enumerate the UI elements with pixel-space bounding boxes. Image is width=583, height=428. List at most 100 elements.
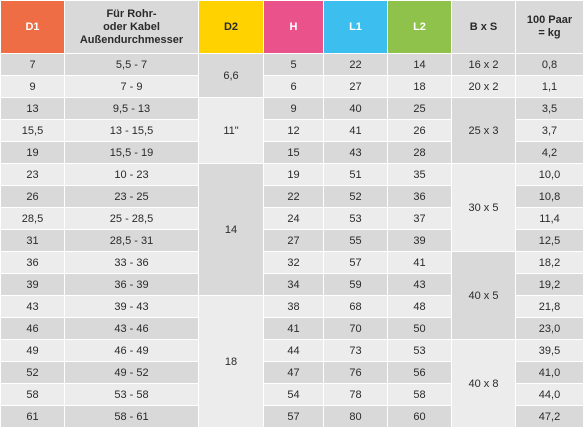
cell-diameter: 33 - 36 bbox=[65, 252, 199, 274]
cell-bxs: 20 x 2 bbox=[452, 76, 516, 98]
cell-kg: 18,2 bbox=[516, 252, 583, 274]
cell-h: 19 bbox=[264, 164, 324, 186]
cell-diameter: 58 - 61 bbox=[65, 406, 199, 428]
header-kg-text: 100 Paar = kg bbox=[527, 14, 572, 39]
cell-h: 38 bbox=[264, 296, 324, 318]
cell-l1: 68 bbox=[324, 296, 388, 318]
cell-h: 41 bbox=[264, 318, 324, 340]
header-h: H bbox=[264, 1, 324, 54]
cell-l2: 36 bbox=[388, 186, 452, 208]
cell-l2: 28 bbox=[388, 142, 452, 164]
cell-l2: 37 bbox=[388, 208, 452, 230]
cell-diameter: 5,5 - 7 bbox=[65, 54, 199, 76]
cell-l2: 18 bbox=[388, 76, 452, 98]
cell-diameter: 49 - 52 bbox=[65, 362, 199, 384]
cell-l1: 53 bbox=[324, 208, 388, 230]
cell-h: 27 bbox=[264, 230, 324, 252]
cell-kg: 10,0 bbox=[516, 164, 583, 186]
header-row: D1 Für Rohr- oder Kabel Außendurchmesser… bbox=[1, 1, 583, 54]
cell-diameter: 43 - 46 bbox=[65, 318, 199, 340]
header-diameter-text: Für Rohr- oder Kabel Außendurchmesser bbox=[80, 8, 183, 46]
cell-d1: 19 bbox=[1, 142, 65, 164]
cell-diameter: 39 - 43 bbox=[65, 296, 199, 318]
cell-l2: 41 bbox=[388, 252, 452, 274]
cell-kg: 11,4 bbox=[516, 208, 583, 230]
cell-bxs: 40 x 5 bbox=[452, 252, 516, 340]
cell-diameter: 9,5 - 13 bbox=[65, 98, 199, 120]
cell-kg: 12,5 bbox=[516, 230, 583, 252]
cell-d1: 36 bbox=[1, 252, 65, 274]
cell-h: 5 bbox=[264, 54, 324, 76]
cell-l1: 52 bbox=[324, 186, 388, 208]
cell-kg: 10,8 bbox=[516, 186, 583, 208]
cell-bxs: 30 x 5 bbox=[452, 164, 516, 252]
cell-bxs: 40 x 8 bbox=[452, 340, 516, 428]
cell-d1: 61 bbox=[1, 406, 65, 428]
cell-kg: 21,8 bbox=[516, 296, 583, 318]
header-bxs: B x S bbox=[452, 1, 516, 54]
cell-kg: 19,2 bbox=[516, 274, 583, 296]
cell-l1: 80 bbox=[324, 406, 388, 428]
cell-diameter: 15,5 - 19 bbox=[65, 142, 199, 164]
cell-diameter: 46 - 49 bbox=[65, 340, 199, 362]
cell-h: 9 bbox=[264, 98, 324, 120]
cell-d1: 52 bbox=[1, 362, 65, 384]
cell-bxs: 25 x 3 bbox=[452, 98, 516, 164]
cell-d1: 39 bbox=[1, 274, 65, 296]
cell-h: 32 bbox=[264, 252, 324, 274]
cell-diameter: 28,5 - 31 bbox=[65, 230, 199, 252]
cell-h: 22 bbox=[264, 186, 324, 208]
cell-d1: 13 bbox=[1, 98, 65, 120]
cell-l1: 51 bbox=[324, 164, 388, 186]
cell-h: 34 bbox=[264, 274, 324, 296]
cell-d1: 26 bbox=[1, 186, 65, 208]
cell-l1: 55 bbox=[324, 230, 388, 252]
cell-l1: 41 bbox=[324, 120, 388, 142]
cell-l1: 76 bbox=[324, 362, 388, 384]
cell-h: 57 bbox=[264, 406, 324, 428]
cell-kg: 23,0 bbox=[516, 318, 583, 340]
cell-l2: 43 bbox=[388, 274, 452, 296]
cell-d2: 6,6 bbox=[199, 54, 264, 98]
cell-l1: 43 bbox=[324, 142, 388, 164]
cell-h: 54 bbox=[264, 384, 324, 406]
header-diameter: Für Rohr- oder Kabel Außendurchmesser bbox=[65, 1, 199, 54]
cell-l2: 14 bbox=[388, 54, 452, 76]
header-l1: L1 bbox=[324, 1, 388, 54]
cell-l2: 58 bbox=[388, 384, 452, 406]
cell-d1: 9 bbox=[1, 76, 65, 98]
cell-h: 47 bbox=[264, 362, 324, 384]
cell-kg: 47,2 bbox=[516, 406, 583, 428]
header-kg: 100 Paar = kg bbox=[516, 1, 583, 54]
cell-d1: 7 bbox=[1, 54, 65, 76]
cell-l2: 48 bbox=[388, 296, 452, 318]
cell-bxs: 16 x 2 bbox=[452, 54, 516, 76]
cell-d1: 43 bbox=[1, 296, 65, 318]
cell-kg: 0,8 bbox=[516, 54, 583, 76]
cell-l1: 73 bbox=[324, 340, 388, 362]
cell-d1: 58 bbox=[1, 384, 65, 406]
cell-l2: 25 bbox=[388, 98, 452, 120]
cell-diameter: 53 - 58 bbox=[65, 384, 199, 406]
cell-d1: 31 bbox=[1, 230, 65, 252]
cell-d1: 49 bbox=[1, 340, 65, 362]
cell-h: 15 bbox=[264, 142, 324, 164]
cell-h: 12 bbox=[264, 120, 324, 142]
cell-d2: 14 bbox=[199, 164, 264, 296]
cell-kg: 41,0 bbox=[516, 362, 583, 384]
cell-h: 6 bbox=[264, 76, 324, 98]
cell-h: 44 bbox=[264, 340, 324, 362]
cell-l2: 53 bbox=[388, 340, 452, 362]
cell-d2: 11" bbox=[199, 98, 264, 164]
cell-diameter: 25 - 28,5 bbox=[65, 208, 199, 230]
cell-d1: 46 bbox=[1, 318, 65, 340]
cell-kg: 3,5 bbox=[516, 98, 583, 120]
cell-l1: 22 bbox=[324, 54, 388, 76]
cell-kg: 1,1 bbox=[516, 76, 583, 98]
